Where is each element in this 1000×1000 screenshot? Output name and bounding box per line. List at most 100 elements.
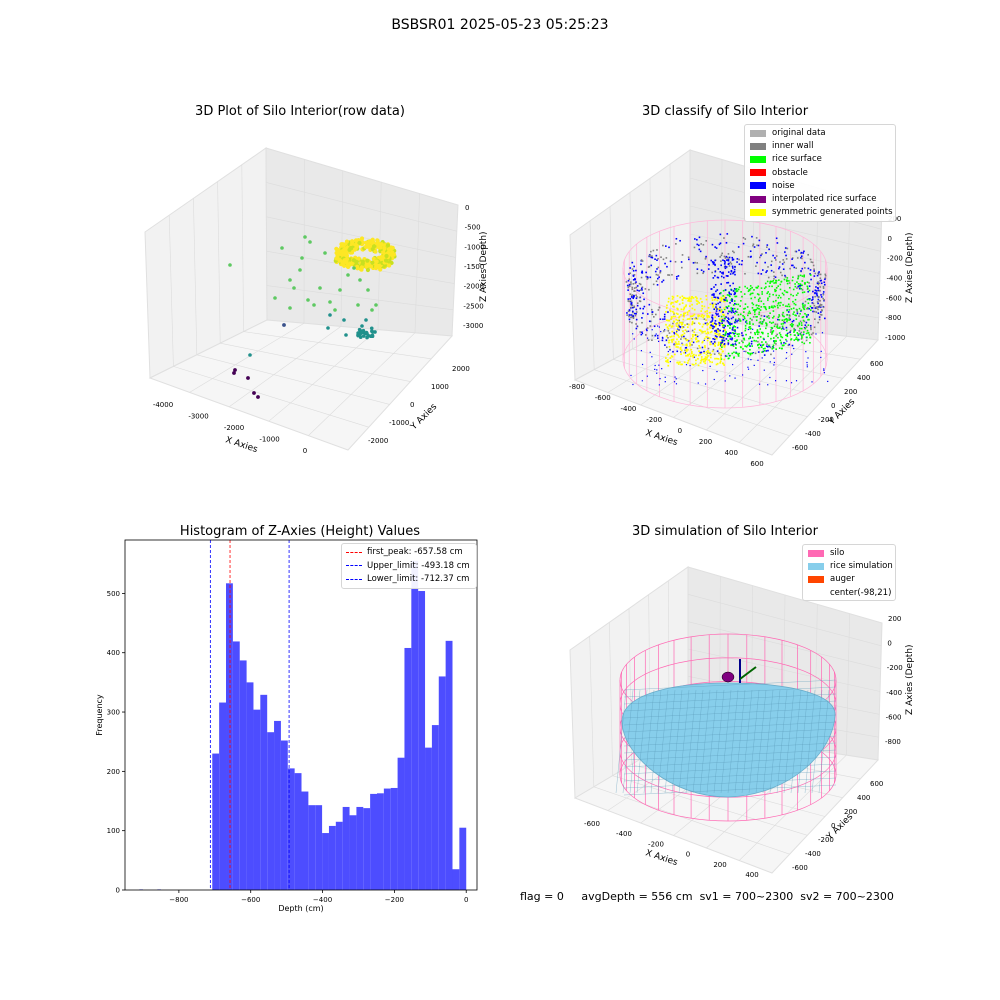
plot2-point bbox=[802, 306, 804, 309]
plot2-point bbox=[641, 331, 643, 334]
plot2-point bbox=[674, 341, 677, 344]
plot2-point bbox=[748, 342, 751, 345]
plot2-point bbox=[739, 313, 742, 316]
plot2-point bbox=[783, 328, 785, 330]
plot2-point bbox=[782, 293, 785, 296]
plot2-point bbox=[740, 291, 742, 293]
plot2-point bbox=[718, 347, 721, 350]
plot4-xlabel: X Axies bbox=[644, 848, 679, 868]
plot2-point bbox=[771, 331, 774, 334]
plot2-point bbox=[770, 306, 773, 309]
plot4-y-tick-label: 400 bbox=[857, 794, 870, 802]
plot2-point bbox=[780, 301, 782, 304]
plot2-point bbox=[705, 298, 708, 301]
plot2-point bbox=[685, 339, 688, 342]
plot2-point bbox=[801, 335, 803, 337]
plot2-point bbox=[788, 317, 790, 319]
plot2-point bbox=[628, 321, 631, 323]
legend-label: first_peak: -657.58 cm bbox=[367, 547, 463, 557]
plot2-point bbox=[783, 315, 785, 318]
plot2-point bbox=[763, 287, 766, 290]
plot2-point bbox=[777, 327, 779, 329]
plot4-y-tick-label: -200 bbox=[818, 836, 834, 844]
plot2-point bbox=[677, 346, 679, 348]
plot2-y-tick-label: 0 bbox=[831, 402, 835, 410]
plot2-point bbox=[774, 257, 776, 259]
legend-swatch bbox=[808, 549, 824, 557]
plot4-y-tick-label: 200 bbox=[844, 808, 857, 816]
plot2-point bbox=[723, 358, 725, 361]
plot2-point bbox=[678, 324, 680, 327]
plot2-point bbox=[733, 300, 736, 302]
plot2-point bbox=[801, 289, 804, 291]
plot2-point bbox=[800, 327, 803, 330]
plot1-point bbox=[370, 260, 375, 265]
plot2-point bbox=[641, 321, 643, 324]
plot2-point bbox=[801, 275, 804, 277]
plot2-point bbox=[743, 311, 745, 313]
plot2-point bbox=[648, 288, 650, 291]
plot2-point bbox=[754, 296, 756, 299]
legend-swatch bbox=[346, 551, 362, 553]
plot2-point bbox=[716, 276, 719, 279]
plot2-point bbox=[720, 342, 722, 344]
plot2-point bbox=[628, 318, 631, 321]
plot2-point bbox=[732, 327, 734, 329]
plot2-point bbox=[688, 353, 691, 355]
plot2-point bbox=[819, 303, 822, 306]
plot2-point bbox=[733, 325, 736, 327]
plot2-point bbox=[726, 282, 728, 284]
plot2-point bbox=[736, 333, 739, 336]
plot2-point bbox=[768, 295, 771, 298]
plot2-point bbox=[718, 308, 721, 311]
plot2-point bbox=[730, 332, 732, 334]
plot2-point bbox=[676, 331, 678, 333]
plot2-point bbox=[673, 331, 675, 334]
plot2-point bbox=[720, 344, 722, 347]
plot2-point bbox=[748, 310, 751, 313]
histogram-legend-item: Lower_limit: -712.37 cm bbox=[346, 573, 469, 585]
plot2-point bbox=[711, 271, 713, 274]
plot2-point bbox=[670, 335, 673, 338]
plot2-point bbox=[723, 255, 726, 258]
plot2-point bbox=[626, 312, 628, 314]
plot2-point bbox=[767, 315, 770, 317]
plot2-point bbox=[817, 283, 820, 286]
plot2-point bbox=[818, 271, 820, 273]
plot4-legend-item: rice simulation bbox=[808, 560, 893, 572]
plot1-points bbox=[228, 235, 397, 399]
histogram-x-tick-label: −200 bbox=[385, 896, 404, 904]
plot2-point bbox=[771, 305, 773, 308]
plot2-point bbox=[776, 326, 778, 328]
plot2-point bbox=[786, 247, 789, 250]
plot2-point bbox=[706, 322, 708, 324]
plot2-point bbox=[694, 334, 697, 336]
plot2-point bbox=[789, 324, 792, 326]
plot2-point bbox=[672, 350, 674, 353]
plot1-point bbox=[326, 326, 330, 330]
plot2-point bbox=[661, 368, 663, 370]
plot2-point bbox=[709, 321, 711, 324]
plot2-point bbox=[728, 323, 731, 325]
plot2-point bbox=[734, 330, 736, 332]
plot2-point bbox=[787, 311, 790, 313]
plot1-point bbox=[339, 242, 344, 247]
plot2-point bbox=[723, 343, 726, 345]
plot2-point bbox=[754, 333, 757, 336]
plot2-point bbox=[630, 316, 632, 319]
plot2-point bbox=[628, 314, 631, 316]
plot2-point bbox=[666, 346, 668, 349]
plot2-point bbox=[750, 292, 752, 295]
plot2-point bbox=[753, 339, 755, 342]
plot2-point bbox=[691, 303, 693, 306]
plot2-point bbox=[677, 319, 679, 322]
plot2-point bbox=[793, 327, 795, 330]
legend-label: symmetric generated points bbox=[772, 207, 893, 218]
histogram-bar bbox=[212, 753, 220, 890]
plot2-point bbox=[767, 291, 769, 293]
plot2-point bbox=[680, 325, 682, 328]
plot1-y-tick-label: -2000 bbox=[368, 437, 388, 445]
plot2-point bbox=[778, 319, 781, 321]
plot2-point bbox=[707, 337, 709, 339]
plot1-point bbox=[357, 327, 362, 332]
